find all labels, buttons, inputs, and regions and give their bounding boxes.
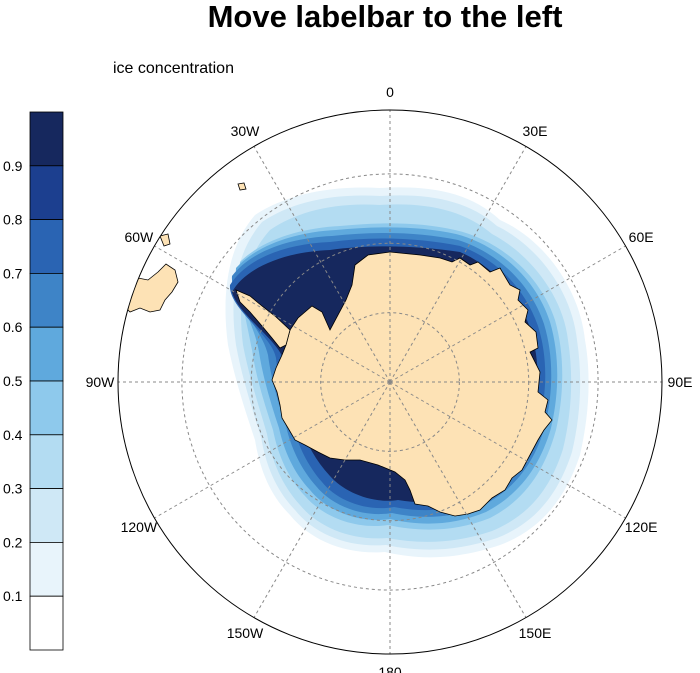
labelbar: 0.1 0.2 0.3 0.4 0.5 0.6 0.7 0.8 0.9 [3,111,64,651]
island-small [159,233,171,247]
labelbar-boxes [29,111,64,651]
labelbar-box [29,488,64,543]
longitude-label: 60E [629,229,654,245]
labelbar-label: 0.6 [3,319,23,335]
labelbar-label: 0.2 [3,534,23,550]
longitude-label: 30E [523,123,548,139]
labelbar-box [29,434,64,489]
longitude-label: 60W [124,229,154,245]
longitude-label: 150W [227,625,264,641]
lat-lon-grid [118,110,662,654]
labelbar-label: 0.1 [3,588,23,604]
longitude-label: 90E [668,374,693,390]
longitude-label: 120W [121,519,158,535]
labelbar-box [29,542,64,597]
south-america-tip [118,263,179,313]
latitude-circle [181,173,599,591]
labelbar-label: 0.4 [3,427,23,443]
labelbar-label: 0.8 [3,212,23,228]
longitude-labels: 0 30E 60E 90E 120E 150E 180 150W 120W 90W 60W 30W [86,84,693,673]
page-title: Move labelbar to the left [207,0,563,34]
labelbar-label: 0.5 [3,373,23,389]
labelbar-label: 0.7 [3,265,23,281]
longitude-label: 0 [386,84,394,100]
colorbar-title: ice concentration [113,60,234,77]
longitude-label: 30W [231,123,261,139]
labelbar-label: 0.9 [3,158,23,174]
longitude-label: 150E [519,625,552,641]
longitude-label: 180 [378,664,402,673]
labelbar-labels: 0.1 0.2 0.3 0.4 0.5 0.6 0.7 0.8 0.9 [3,158,23,604]
labelbar-box [29,165,64,221]
longitude-label: 90W [86,374,116,390]
map-boundary [117,109,663,655]
antarctic-peninsula [235,289,291,349]
antarctica-landmass [271,251,553,517]
longitude-label: 120E [625,519,658,535]
latitude-circle [320,312,460,452]
labelbar-box [29,111,64,167]
labelbar-label: 0.3 [3,481,23,497]
labelbar-box [29,595,64,651]
island-small [237,182,247,191]
